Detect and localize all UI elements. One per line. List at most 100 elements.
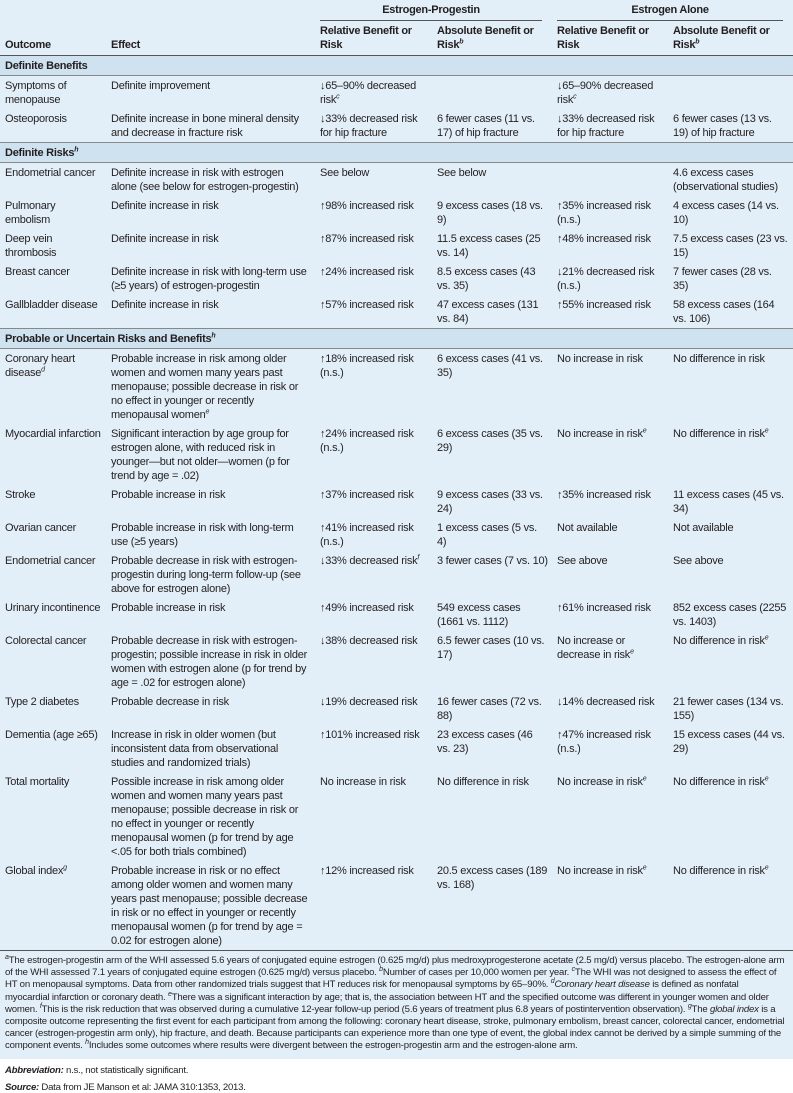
cell-outcome: Symptoms of menopause: [0, 76, 106, 110]
cell-text: Definite increase in risk with long-term…: [111, 266, 307, 292]
footnote-marker: h: [85, 1039, 89, 1047]
cell-ea-absolute: [668, 76, 793, 110]
cell-text: 8.5 excess cases (43 vs. 35): [437, 266, 536, 292]
footnote-marker: d: [550, 978, 555, 986]
cell-text: ↑24% increased risk: [320, 266, 414, 278]
table-row: Breast cancer Definite increase in risk w…: [0, 262, 793, 295]
column-header-ep-absolute: Absolute Benefit or Riskb: [432, 22, 553, 56]
footnote-text: This is the risk reduction that was obse…: [41, 1003, 688, 1015]
cell-ea-absolute: 7 fewer cases (28 vs. 35): [668, 262, 793, 295]
cell-outcome: Ovarian cancer: [0, 518, 106, 551]
cell-text: 16 fewer cases (72 vs. 88): [437, 696, 542, 722]
cell-effect: Definite increase in risk: [106, 229, 315, 262]
cell-text: Probable decrease in risk with estrogen-…: [111, 555, 301, 595]
cell-text: Deep vein thrombosis: [5, 233, 57, 259]
cell-text: No difference in risk: [673, 353, 765, 365]
cell-effect: Definite increase in risk: [106, 196, 315, 229]
cell-ea-absolute: 58 excess cases (164 vs. 106): [668, 295, 793, 329]
cell-ea-relative: No increase in risk: [552, 349, 668, 425]
cell-text: ↑12% increased risk: [320, 865, 414, 877]
cell-outcome: Dementia (age ≥65): [0, 725, 106, 772]
footnote-marker: g: [63, 864, 67, 872]
cell-ep-relative: ↑57% increased risk: [315, 295, 432, 329]
cell-ep-absolute: 9 excess cases (18 vs. 9): [432, 196, 552, 229]
footnote-marker: b: [459, 38, 464, 46]
cell-text: No increase in risk: [557, 353, 643, 365]
cell-text: Definite increase in risk with estrogen …: [111, 167, 299, 193]
cell-effect: Probable decrease in risk with estrogen-…: [106, 631, 315, 692]
cell-effect: Probable increase in risk: [106, 485, 315, 518]
cell-ep-absolute: See below: [432, 163, 552, 197]
footnote-text: is defined as nonfatal myocardial infarc…: [5, 979, 739, 1003]
cell-text: ↓38% decreased risk: [320, 635, 418, 647]
cell-text: ↑98% increased risk: [320, 200, 414, 212]
cell-text: Effect: [111, 39, 141, 51]
cell-ea-relative: ↑61% increased risk: [552, 598, 668, 631]
table-row: Type 2 diabetes Probable decrease in risk…: [0, 692, 793, 725]
footnote-marker: c: [573, 93, 577, 101]
footnote-marker: g: [687, 1002, 692, 1010]
cell-ea-relative: No increase in riske: [552, 861, 668, 950]
cell-text: Colorectal cancer: [5, 635, 87, 647]
cell-ep-relative: ↑49% increased risk: [315, 598, 432, 631]
footnote-marker: e: [642, 427, 647, 435]
table-row: Symptoms of menopause Definite improvemen…: [0, 76, 793, 110]
footnote-text: Includes some outcomes where results wer…: [88, 1040, 578, 1052]
cell-text: Absolute Benefit or Risk: [437, 25, 534, 51]
cell-effect: Definite increase in bone mineral densit…: [106, 109, 315, 143]
column-header-effect: Effect: [106, 22, 315, 56]
cell-text: ↓19% decreased risk: [320, 696, 418, 708]
cell-ea-relative: ↓65–90% decreased riskc: [552, 76, 668, 110]
cell-ea-absolute: No difference in riske: [668, 631, 793, 692]
cell-text: Definite increase in bone mineral densit…: [111, 113, 299, 139]
cell-ep-absolute: No difference in risk: [432, 772, 552, 861]
cell-text: Probable increase in risk with long-term…: [111, 522, 294, 548]
cell-effect: Definite increase in risk with estrogen …: [106, 163, 315, 197]
cell-text: ↑61% increased risk: [557, 602, 651, 614]
cell-outcome: Osteoporosis: [0, 109, 106, 143]
cell-text: Probable increase in risk or no effect a…: [111, 865, 308, 947]
footnote-text: Number of cases per 10,000 women per yea…: [382, 967, 572, 979]
cell-text: Increase in risk in older women (but inc…: [111, 729, 279, 769]
cell-ea-absolute: No difference in riske: [668, 772, 793, 861]
cell-text: Significant interaction by age group for…: [111, 428, 290, 482]
cell-ep-relative: ↑24% increased risk (n.s.): [315, 424, 432, 485]
cell-text: ↑18% increased risk (n.s.): [320, 353, 414, 379]
footnote: cThe WHI was not designed to assess the …: [5, 966, 777, 990]
cell-ep-absolute: 3 fewer cases (7 vs. 10): [432, 551, 552, 598]
footnote-marker: b: [695, 38, 700, 46]
source-note: Source: Data from JE Manson et al: JAMA …: [5, 1081, 246, 1093]
cell-effect: Increase in risk in older women (but inc…: [106, 725, 315, 772]
cell-ea-relative: ↑48% increased risk: [552, 229, 668, 262]
cell-text: No increase in risk: [557, 865, 643, 877]
cell-text: ↑35% increased risk (n.s.): [557, 200, 651, 226]
table-row: Total mortality Possible increase in risk…: [0, 772, 793, 861]
cell-effect: Possible increase in risk among older wo…: [106, 772, 315, 861]
table-row: Gallbladder disease Definite increase in …: [0, 295, 793, 329]
cell-text: 7.5 excess cases (23 vs. 15): [673, 233, 788, 259]
cell-ep-relative: ↑101% increased risk: [315, 725, 432, 772]
cell-ea-relative: ↑47% increased risk (n.s.): [552, 725, 668, 772]
footnote-marker: b: [379, 966, 383, 974]
cell-ea-relative: [552, 163, 668, 197]
cell-text: Endometrial cancer: [5, 555, 96, 567]
footnote-marker: e: [764, 634, 769, 642]
cell-text: 1 excess cases (5 vs. 4): [437, 522, 537, 548]
cell-text: 9 excess cases (18 vs. 9): [437, 200, 543, 226]
cell-ep-relative: ↑18% increased risk (n.s.): [315, 349, 432, 425]
table-row: Ovarian cancer Probable increase in risk …: [0, 518, 793, 551]
cell-text: Definite increase in risk: [111, 233, 219, 245]
cell-effect: Probable increase in risk: [106, 598, 315, 631]
cell-text: Osteoporosis: [5, 113, 67, 125]
cell-text: 6 fewer cases (11 vs. 17) of hip fractur…: [437, 113, 535, 139]
table-row: Global indexg Probable increase in risk o…: [0, 861, 793, 950]
cell-text: No difference in risk: [673, 865, 765, 877]
cell-outcome: Type 2 diabetes: [0, 692, 106, 725]
cell-ea-absolute: Not available: [668, 518, 793, 551]
cell-ep-relative: ↑12% increased risk: [315, 861, 432, 950]
cell-text: Not available: [557, 522, 618, 534]
section-header: Probable or Uncertain Risks and Benefits…: [0, 328, 793, 349]
cell-text: 4 excess cases (14 vs. 10): [673, 200, 779, 226]
cell-outcome: Stroke: [0, 485, 106, 518]
table-row: Coronary heart diseased Probable increase…: [0, 349, 793, 425]
